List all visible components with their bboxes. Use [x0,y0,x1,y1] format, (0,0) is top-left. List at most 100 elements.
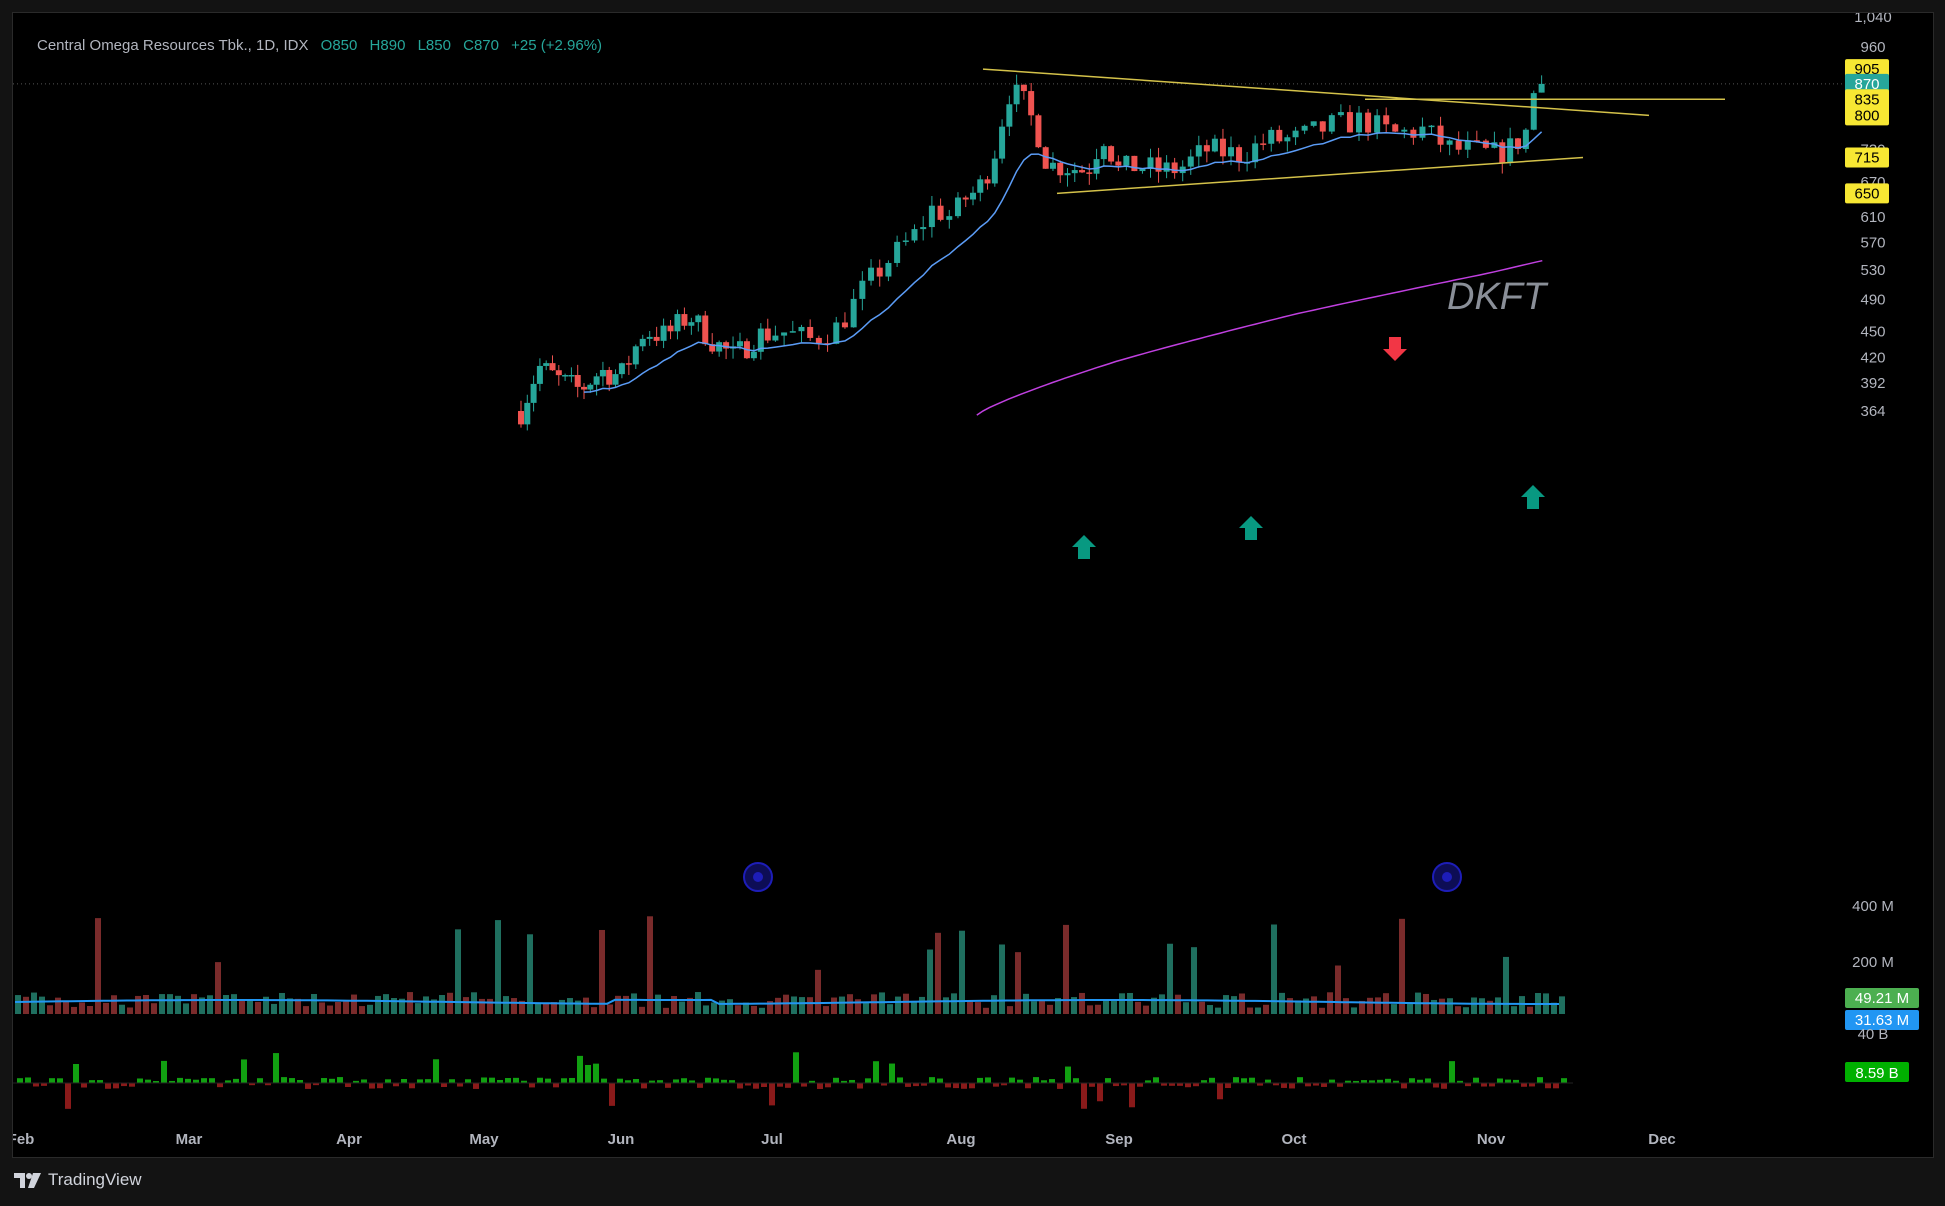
candle-body [920,227,927,230]
value-bar [1209,1077,1215,1083]
volume-bar [727,999,733,1014]
value-bar [377,1083,383,1089]
candle-body [618,363,625,375]
candle-body [606,369,613,385]
candle-body [1211,138,1218,152]
candle-body [562,375,569,377]
candle-body [1482,140,1489,148]
candle-body [1123,155,1130,166]
volume-bar [999,944,1005,1014]
volume-bar [1031,1001,1037,1014]
value-bar [585,1064,591,1083]
chart-frame[interactable]: 1,4001,3001,2001,1201,040960730670610570… [12,12,1934,1158]
volume-bar [751,1005,757,1014]
volume-bar [111,995,117,1014]
volume-bar [1063,924,1069,1014]
volume-bar [375,995,381,1014]
candle-body [764,328,771,341]
price-chart[interactable]: 1,4001,3001,2001,1201,040960730670610570… [13,13,1935,1159]
volume-axis-label: 200 M [1852,954,1894,971]
volume-bar [871,994,877,1014]
volume-bar [703,1005,709,1014]
volume-bar [1143,1005,1149,1014]
candle-body [1319,121,1326,132]
value-bars-layer [17,1052,1567,1109]
volume-bar [839,996,845,1014]
volume-bar [119,1004,125,1014]
volume-bar [383,994,389,1014]
price-label-text: 870 [1854,76,1879,93]
volume-bar [1519,996,1525,1014]
candle-body [1219,138,1226,157]
volume-bar [559,999,565,1014]
value-bar [89,1080,95,1083]
candle-body [757,328,764,352]
value-bar [1465,1083,1471,1087]
volume-axis-label: 400 M [1852,898,1894,915]
volume-bar [23,996,29,1014]
value-bar [865,1078,871,1083]
candle-body [1499,142,1506,163]
value-bar [1529,1083,1535,1087]
volume-bar [551,1002,557,1014]
volume-bar [1503,956,1509,1014]
tradingview-logo-icon [14,1173,41,1188]
value-bar [305,1083,311,1089]
volume-bar [495,920,501,1014]
value-bar [1265,1079,1271,1083]
volume-bar [367,1004,373,1014]
brand-footer[interactable]: TradingView [14,1170,142,1190]
value-bar [505,1078,511,1083]
value-bar [825,1083,831,1088]
volume-bar [1343,998,1349,1014]
candle-body [1187,156,1194,167]
volume-bar [223,995,229,1014]
candle-body [1147,157,1154,170]
candle-body [674,314,681,332]
volume-bar [231,994,237,1014]
value-bar [617,1078,623,1083]
value-bar [249,1083,255,1086]
volume-bar [1191,947,1197,1014]
volume-bar [607,1004,613,1014]
volume-bar [663,1007,669,1014]
value-bar [1193,1083,1199,1087]
candle-body [1301,125,1308,131]
candle-body [1464,140,1471,150]
volume-bar [455,929,461,1014]
volume-bar [583,997,589,1014]
volume-bar [1399,918,1405,1014]
value-bar [1369,1080,1375,1083]
value-bar [817,1083,823,1089]
value-bar [961,1083,967,1089]
value-bar [1001,1083,1007,1086]
candle-body [859,280,866,299]
volume-bar [799,997,805,1014]
symbol-title[interactable]: Central Omega Resources Tbk., 1D, IDX [37,37,309,54]
volume-bar [631,993,637,1014]
value-bar [1129,1083,1135,1108]
value-bar [809,1080,815,1083]
candle-body [1507,138,1514,163]
volume-bar [919,996,925,1014]
volume-bar [1455,1006,1461,1014]
volume-bar [943,997,949,1014]
value-bar [345,1083,351,1087]
candle-body [1437,125,1444,145]
value-bar [1433,1083,1439,1088]
volume-bar [1015,952,1021,1014]
value-bar [545,1078,551,1083]
volume-bar [151,1003,157,1014]
value-bar [953,1083,959,1089]
candle-body [1108,146,1115,162]
value-bar [577,1055,583,1083]
value-bar [289,1078,295,1083]
value-bar [241,1059,247,1083]
volume-bar [1247,1007,1253,1014]
value-bar [97,1080,103,1083]
value-bar [273,1053,279,1083]
volume-bar [847,994,853,1014]
volume-bar [1231,996,1237,1014]
volume-bar [543,1002,549,1014]
low-value: L850 [417,37,451,54]
